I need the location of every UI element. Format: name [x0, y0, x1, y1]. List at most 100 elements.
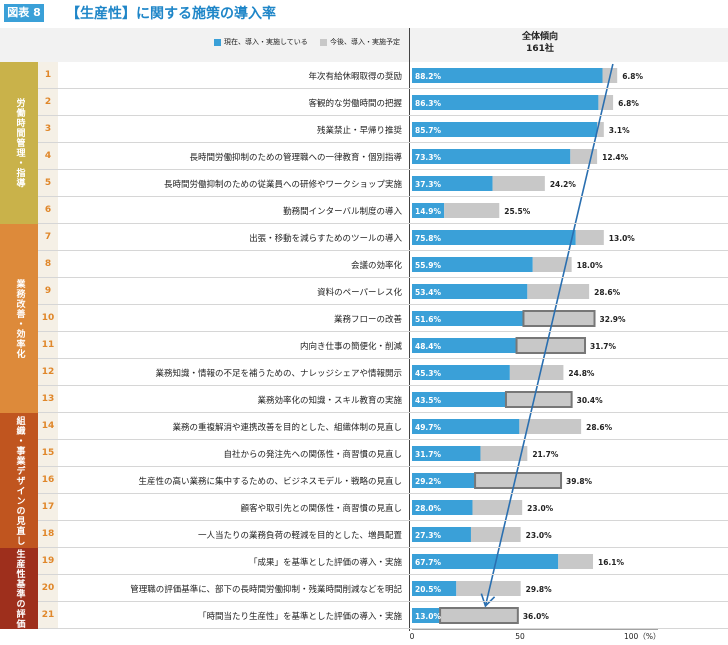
bar-planned — [575, 230, 604, 245]
row-label: 管理職の評価基準に、部下の長時間労働抑制・残業時間削減などを明記 — [130, 585, 402, 595]
group-band: 業務改善・効率化 — [0, 224, 58, 413]
bar-current — [412, 392, 506, 407]
bar-current — [412, 230, 576, 245]
bar-planned — [504, 391, 573, 408]
bar-current — [412, 527, 471, 542]
row-label: 年次有給休暇取得の奨励 — [308, 72, 402, 82]
group-band-fill — [0, 224, 38, 413]
table-row: 4 長時間労働抑制のための管理職への一律教育・個別指導 — [38, 143, 728, 170]
row-label: 資料のペーパーレス化 — [317, 288, 402, 298]
bar-current — [412, 203, 445, 218]
group-label: 業務改善・効率化 — [14, 278, 25, 359]
data-label-planned: 29.8% — [526, 585, 553, 594]
bar-current — [412, 284, 528, 299]
row-label: 業務の重複解消や連携改善を目的とした、組織体制の見直し — [172, 423, 402, 433]
row-label: 内向き仕事の簡便化・削減 — [299, 342, 402, 352]
data-label-current: 14.9% — [415, 207, 442, 216]
row-rule — [38, 412, 728, 413]
data-label-current: 48.4% — [415, 342, 442, 351]
row-rule — [38, 439, 728, 440]
table-row: 20 管理職の評価基準に、部下の長時間労働抑制・残業時間削減などを明記 — [38, 575, 728, 602]
bar-current — [412, 95, 599, 110]
data-label-current: 49.7% — [415, 423, 442, 432]
table-row: 11 内向き仕事の簡便化・削減 — [38, 332, 728, 359]
x-tick-label: 0 — [410, 632, 415, 641]
group-label: 組織・事業デザインの見直し — [14, 415, 25, 546]
row-rule — [38, 304, 728, 305]
row-number: 13 — [41, 394, 55, 404]
column-head-count: 161社 — [526, 44, 554, 54]
bar-current — [412, 608, 441, 623]
legend-swatch-current — [214, 38, 221, 46]
chart-title: 【生産性】に関する施策の導入率 — [66, 6, 276, 22]
row-number: 3 — [44, 124, 52, 134]
row-number: 5 — [44, 178, 52, 188]
bar-planned — [532, 257, 572, 272]
bar-current — [412, 473, 476, 488]
bar-current — [412, 581, 457, 596]
row-label: 「時間当たり生産性」を基準とした評価の導入・実施 — [197, 612, 402, 622]
bar-planned — [519, 419, 582, 434]
group-band: 生産性基準の評価 — [0, 548, 58, 629]
data-label-planned: 28.6% — [594, 288, 621, 297]
table-row: 18 一人当たりの業務負荷の軽減を目的とした、増員配置 — [38, 521, 728, 548]
row-rule — [38, 466, 728, 467]
bar-current — [412, 419, 520, 434]
data-label-planned: 3.1% — [609, 126, 630, 135]
row-label: 生産性の高い業務に集中するための、ビジネスモデル・戦略の見直し — [138, 477, 402, 487]
row-label: 業務フローの改善 — [333, 315, 402, 325]
data-label-current: 20.5% — [415, 585, 442, 594]
data-label-planned: 16.1% — [598, 558, 625, 567]
table-row: 9 資料のペーパーレス化 — [38, 278, 728, 305]
bar-planned — [598, 95, 614, 110]
row-rule — [38, 142, 728, 143]
trend-arrow-line — [484, 63, 614, 607]
table-row: 7 出張・移動を減らすためのツールの導入 — [38, 224, 728, 251]
data-label-planned: 12.4% — [602, 153, 629, 162]
x-tick-label: 100（%） — [624, 632, 660, 641]
data-label-planned: 25.5% — [504, 207, 531, 216]
row-label: 客観的な労働時間の把握 — [308, 99, 402, 109]
row-rule — [38, 223, 728, 224]
bar-planned — [597, 122, 604, 137]
data-label-planned: 30.4% — [577, 396, 604, 405]
table-row: 8 会議の効率化 — [38, 251, 728, 278]
data-label-current: 45.3% — [415, 369, 442, 378]
legend-label-current: 現在、導入・実施している — [224, 38, 308, 46]
row-label: 長時間労働抑制のための管理職への一律教育・個別指導 — [189, 153, 402, 163]
data-label-current: 73.3% — [415, 153, 442, 162]
row-rule — [38, 547, 728, 548]
row-rule — [38, 574, 728, 575]
data-label-planned: 24.8% — [568, 369, 595, 378]
table-row: 3 残業禁止・早帰り推奨 — [38, 116, 728, 143]
row-number: 8 — [44, 259, 52, 269]
bar-planned — [509, 365, 564, 380]
legend-item-planned: 今後、導入・実施予定 — [320, 37, 400, 47]
figure-badge: 図表 8 — [4, 4, 44, 22]
table-row: 16 生産性の高い業務に集中するための、ビジネスモデル・戦略の見直し — [38, 467, 728, 494]
row-rule — [38, 250, 728, 251]
bar-current — [412, 176, 493, 191]
row-number: 17 — [41, 502, 55, 512]
data-label-current: 43.5% — [415, 396, 442, 405]
row-label: 会議の効率化 — [350, 261, 402, 271]
table-row: 19 「成果」を基準とした評価の導入・実施 — [38, 548, 728, 575]
data-label-current: 88.2% — [415, 72, 442, 81]
row-label: 出張・移動を減らすためのツールの導入 — [249, 234, 402, 244]
row-number: 18 — [41, 529, 55, 539]
table-row: 5 長時間労働抑制のための従業員への研修やワークショップ実施 — [38, 170, 728, 197]
data-label-planned: 23.0% — [526, 531, 553, 540]
data-label-current: 31.7% — [415, 450, 442, 459]
group-number-strip — [38, 413, 58, 548]
bar-planned — [492, 176, 545, 191]
bar-current — [412, 338, 517, 353]
row-rule — [38, 196, 728, 197]
group-number-strip — [38, 224, 58, 413]
data-label-current: 67.7% — [415, 558, 442, 567]
chart-divider — [409, 28, 410, 631]
data-label-current: 28.0% — [415, 504, 442, 513]
data-label-planned: 31.7% — [590, 342, 617, 351]
bar-planned — [480, 446, 528, 461]
row-rule — [38, 520, 728, 521]
row-number: 15 — [41, 448, 55, 458]
